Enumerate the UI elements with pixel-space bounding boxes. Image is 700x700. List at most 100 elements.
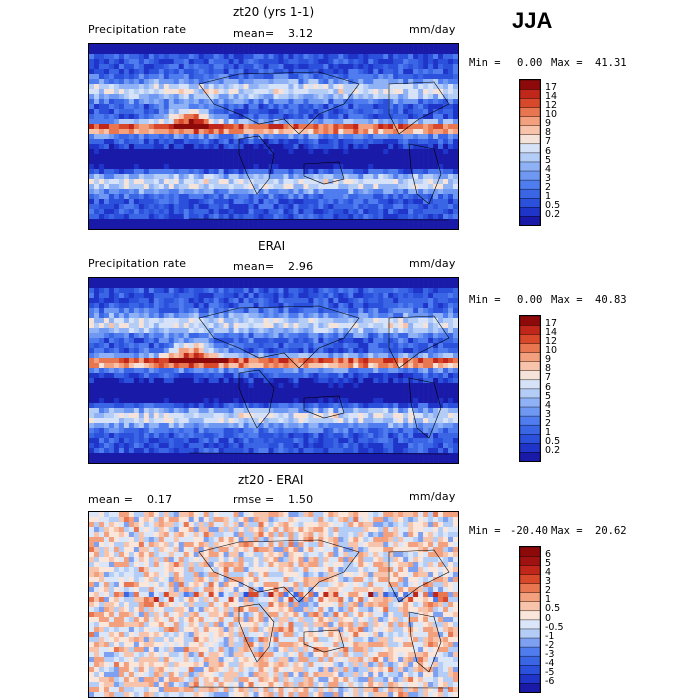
map-cell <box>158 328 165 334</box>
map-cell <box>308 293 314 299</box>
map-cell <box>423 393 429 399</box>
map-cell <box>203 99 209 105</box>
map-cell <box>123 64 130 70</box>
map-cell <box>173 388 180 394</box>
map-cell <box>108 378 115 384</box>
map-cell <box>108 69 115 75</box>
map-cell <box>163 373 170 379</box>
map-cell <box>208 363 214 369</box>
map-cell <box>218 303 224 309</box>
map-cell <box>323 288 329 294</box>
map-cell <box>348 219 354 225</box>
map-cell <box>378 174 384 180</box>
map-cell <box>318 413 324 419</box>
map-cell <box>123 323 130 329</box>
map-cell <box>253 154 259 160</box>
map-cell <box>143 114 150 120</box>
map-cell <box>198 149 204 155</box>
map-cell <box>183 119 190 125</box>
map-cell <box>168 303 175 309</box>
map-cell <box>163 159 170 165</box>
map-cell <box>358 189 364 195</box>
map-cell <box>378 139 384 145</box>
map-cell <box>303 219 309 225</box>
map-cell <box>348 44 354 50</box>
map-cell <box>338 124 344 130</box>
map-cell <box>163 109 170 115</box>
map-cell <box>383 129 389 135</box>
map-cell <box>213 74 219 80</box>
map-cell <box>178 373 185 379</box>
map-cell <box>368 328 374 334</box>
map-cell <box>313 298 319 304</box>
map-cell <box>263 388 269 394</box>
map-cell <box>273 303 279 309</box>
map-cell <box>89 69 95 75</box>
map-cell <box>408 94 414 100</box>
map-cell <box>428 318 434 324</box>
map-cell <box>168 393 175 399</box>
map-cell <box>103 174 110 180</box>
map-cell <box>173 169 180 175</box>
map-cell <box>218 209 224 215</box>
map-cell <box>118 403 125 409</box>
map-cell <box>448 89 454 95</box>
map-cell <box>228 423 234 429</box>
map-cell <box>323 164 329 170</box>
map-cell <box>188 94 195 100</box>
map-cell <box>173 373 180 379</box>
map-cell <box>293 308 299 314</box>
map-cell <box>303 283 309 289</box>
map-cell <box>223 403 229 409</box>
map-cell <box>323 298 329 304</box>
map-cell <box>263 313 269 319</box>
map-cell <box>448 59 454 65</box>
map-cell <box>403 313 409 319</box>
map-cell <box>128 348 135 354</box>
map-cell <box>423 119 429 125</box>
map-cell <box>118 94 125 100</box>
map-cell <box>268 179 274 185</box>
map-cell <box>188 283 195 289</box>
map-cell <box>243 219 249 225</box>
map-cell <box>423 343 429 349</box>
map-cell <box>418 69 424 75</box>
map-cell <box>423 74 429 80</box>
map-cell <box>353 49 359 55</box>
map-cell <box>158 49 165 55</box>
map-cell <box>293 169 299 175</box>
map-cell <box>423 388 429 394</box>
map-cell <box>403 338 409 344</box>
map-cell <box>343 199 349 205</box>
map-cell <box>268 293 274 299</box>
map-cell <box>158 179 165 185</box>
map-cell <box>178 358 185 364</box>
map-cell <box>143 59 150 65</box>
map-cell <box>328 333 334 339</box>
map-cell <box>89 308 95 314</box>
map-cell <box>368 393 374 399</box>
map-cell <box>383 74 389 80</box>
map-cell <box>123 308 130 314</box>
map-cell <box>278 408 284 414</box>
map-cell <box>448 144 454 150</box>
map-cell <box>203 224 209 229</box>
map-cell <box>98 154 105 160</box>
map-cell <box>233 418 239 424</box>
map-cell <box>288 388 294 394</box>
map-cell <box>443 109 449 115</box>
map-cell <box>268 358 274 364</box>
map-cell <box>433 54 439 60</box>
map-cell <box>373 149 379 155</box>
map-cell <box>318 219 324 225</box>
map-cell <box>93 219 100 225</box>
map-cell <box>313 209 319 215</box>
map-cell <box>343 204 349 210</box>
map-cell <box>393 393 399 399</box>
map-cell <box>288 44 294 50</box>
map-cell <box>173 59 180 65</box>
map-cell <box>323 129 329 135</box>
coastline <box>303 161 345 185</box>
map-cell <box>448 398 454 404</box>
map-cell <box>353 54 359 60</box>
